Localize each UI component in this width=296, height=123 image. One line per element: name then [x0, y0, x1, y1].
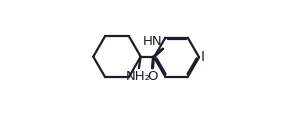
- Text: I: I: [200, 50, 205, 64]
- Text: O: O: [147, 70, 158, 83]
- Text: HN: HN: [142, 35, 162, 48]
- Text: NH₂: NH₂: [126, 70, 151, 83]
